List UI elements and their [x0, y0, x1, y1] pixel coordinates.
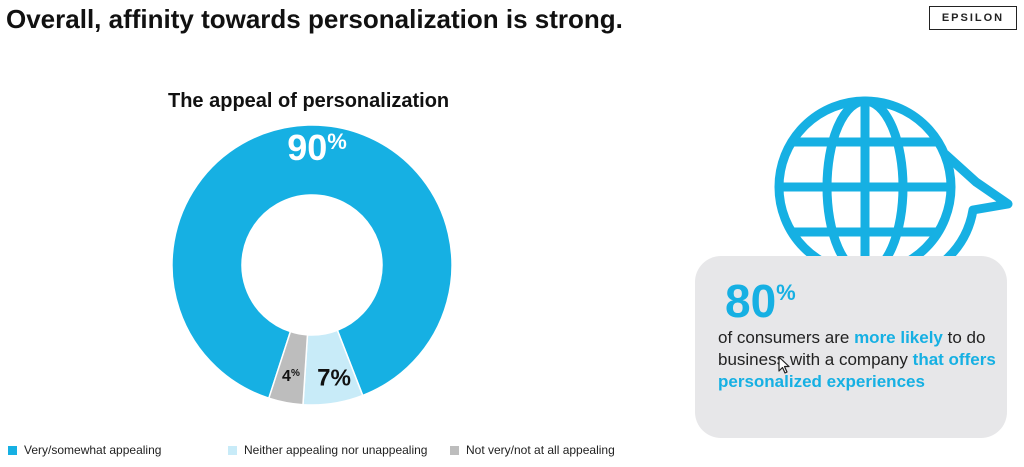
stat-highlight-offers: that offers personalized experiences	[718, 350, 996, 391]
stat-highlight-more-likely: more likely	[854, 328, 943, 347]
legend-swatch	[228, 445, 237, 455]
stat-description: of consumers are more likely to do busin…	[718, 327, 998, 393]
donut-value-label-1: 7%	[317, 365, 351, 392]
legend-item-very-appealing: Very/somewhat appealing	[8, 443, 161, 457]
donut-value-number: 7	[317, 365, 330, 392]
legend-label: Very/somewhat appealing	[24, 443, 162, 457]
legend-label: Not very/not at all appealing	[466, 443, 615, 457]
brand-logo: EPSILON	[929, 6, 1017, 30]
donut-value-percent: %	[327, 129, 347, 154]
donut-value-label-2: 4%	[282, 368, 300, 385]
donut-value-number: 4	[282, 368, 291, 385]
legend-item-neither: Neither appealing nor unappealing	[228, 443, 427, 457]
stat-percent: %	[776, 280, 796, 305]
donut-slice-2	[267, 330, 309, 406]
slide-title: Overall, affinity towards personalizatio…	[6, 4, 623, 34]
stat-value: 80%	[725, 278, 796, 324]
donut-slice-0	[171, 124, 453, 400]
stat-text-3: to do business with a company	[718, 328, 986, 369]
stat-card: 80% of consumers are more likely to do b…	[695, 256, 1007, 438]
legend-swatch	[8, 445, 17, 455]
donut-value-number: 90	[287, 127, 327, 168]
cursor-icon	[778, 356, 790, 374]
stat-number: 80	[725, 275, 777, 327]
stat-text-1: of consumers are	[718, 328, 855, 347]
legend-label: Neither appealing nor unappealing	[244, 443, 428, 457]
legend-item-not-appealing: Not very/not at all appealing	[450, 443, 615, 457]
donut-value-label-0: 90%	[287, 127, 347, 168]
donut-chart: 90%7%4%	[171, 124, 453, 406]
chart-title: The appeal of personalization	[168, 90, 450, 112]
chart-legend: Very/somewhat appealing Neither appealin…	[8, 443, 1024, 461]
legend-swatch	[450, 445, 459, 455]
donut-value-percent: %	[330, 365, 350, 391]
donut-value-percent: %	[291, 368, 300, 379]
